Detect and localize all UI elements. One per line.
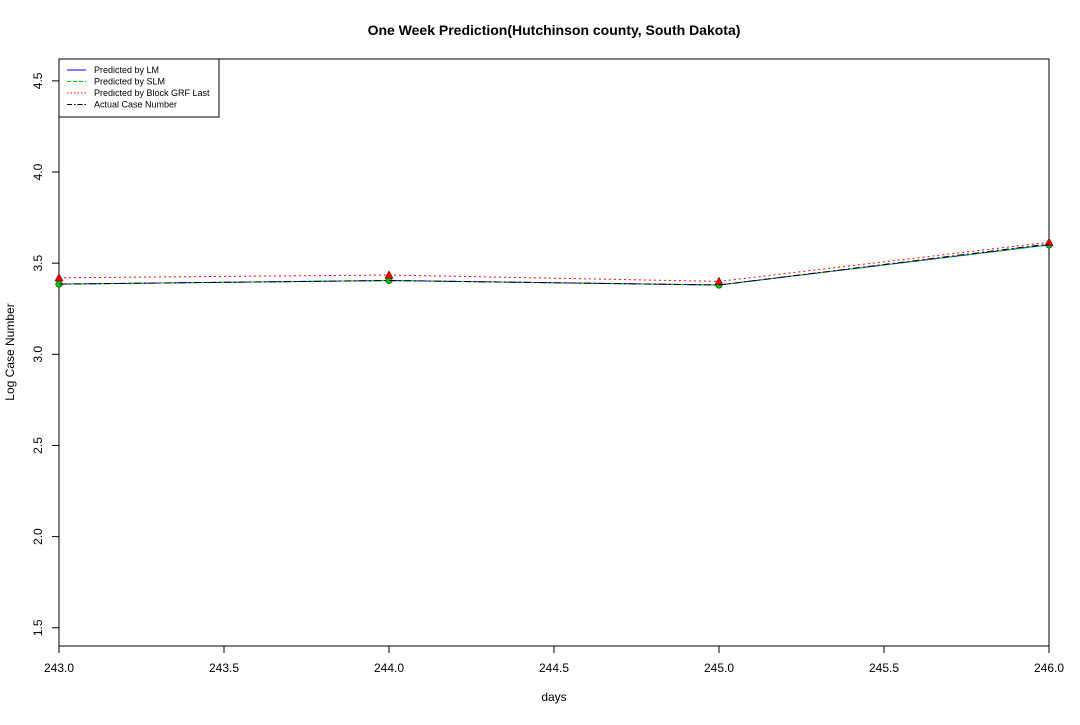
series-layer: [54, 237, 1054, 289]
chart-title: One Week Prediction(Hutchinson county, S…: [368, 22, 741, 38]
x-tick-label: 243.5: [209, 661, 239, 675]
legend-box: [58, 58, 220, 118]
y-tick-label: 4.5: [31, 72, 45, 89]
x-axis: 243.0 243.5 244.0 244.5 245.0 245.5 246.0: [44, 646, 1064, 675]
x-tick-label: 244.5: [539, 661, 569, 675]
legend-label: Predicted by LM: [94, 65, 159, 75]
legend-label: Actual Case Number: [94, 100, 177, 110]
x-tick-label: 244.0: [374, 661, 404, 675]
legend-label: Predicted by SLM: [94, 77, 165, 87]
series-line-predicted-by-lm: [58, 244, 1050, 286]
series-line-predicted-by-block-grf-last: [58, 241, 1050, 282]
data-point-predicted-by-block-grf-last: [1044, 237, 1054, 246]
x-tick-label: 245.5: [869, 661, 899, 675]
y-tick-label: 3.0: [31, 346, 45, 363]
legend-label: Predicted by Block GRF Last: [94, 88, 210, 98]
plot-frame: [58, 58, 1050, 647]
data-point-predicted-by-block-grf-last: [714, 276, 724, 285]
y-tick-label: 1.5: [31, 619, 45, 636]
legend: Predicted by LM Predicted by SLMPredicted…: [58, 58, 220, 118]
y-axis-label: Log Case Number: [3, 303, 17, 400]
x-tick-label: 246.0: [1034, 661, 1064, 675]
x-axis-label: days: [541, 690, 566, 704]
series-line-actual-case-number: [58, 243, 1050, 286]
series-line-predicted-by-slm: [58, 244, 1050, 286]
data-point-predicted-by-block-grf-last: [54, 273, 64, 282]
data-point-predicted-by-block-grf-last: [384, 270, 394, 279]
y-tick-label: 2.5: [31, 437, 45, 454]
y-tick-label: 2.0: [31, 528, 45, 545]
y-axis: 1.5 2.0 2.5 3.0 3.5 4.0 4.5: [31, 72, 59, 636]
y-tick-label: 4.0: [31, 163, 45, 180]
y-tick-label: 3.5: [31, 255, 45, 272]
x-tick-label: 243.0: [44, 661, 74, 675]
x-tick-label: 245.0: [704, 661, 734, 675]
